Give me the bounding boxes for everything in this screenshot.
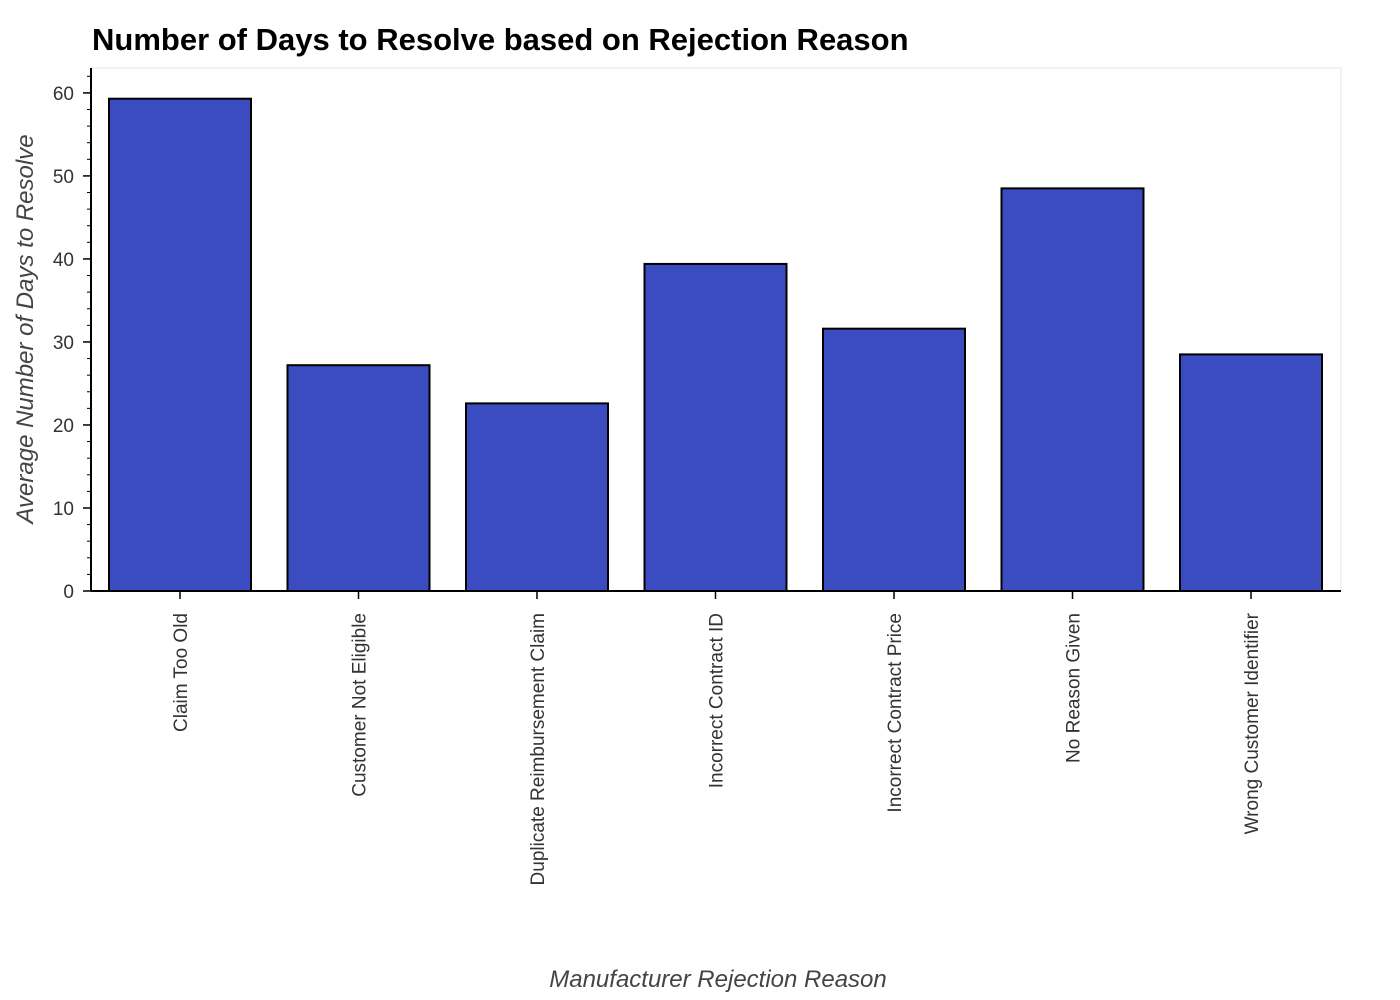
x-tick-label: No Reason Given — [1064, 613, 1085, 763]
y-tick-label: 60 — [53, 84, 74, 105]
chart-title: Number of Days to Resolve based on Rejec… — [92, 22, 909, 57]
x-tick-label: Incorrect Contract ID — [707, 613, 728, 788]
y-tick-label: 50 — [53, 167, 74, 188]
y-axis: 0 10 20 30 40 50 60 — [53, 68, 92, 603]
x-axis: Claim Too Old Customer Not Eligible Duplic… — [91, 590, 1341, 885]
y-tick-label: 40 — [53, 250, 74, 271]
x-tick-label: Incorrect Contract Price — [885, 613, 906, 813]
y-tick-label: 0 — [63, 582, 74, 603]
y-axis-label: Average Number of Days to Resolve — [12, 134, 39, 525]
bar-5 — [1000, 187, 1145, 592]
bar-4 — [822, 327, 966, 592]
bar-6 — [1179, 353, 1323, 592]
y-tick-label: 20 — [53, 416, 74, 437]
bar-3 — [643, 262, 788, 592]
y-tick-label: 10 — [53, 499, 74, 520]
bar-2 — [465, 402, 609, 592]
x-tick-label: Claim Too Old — [171, 613, 192, 732]
bar-1 — [286, 364, 431, 593]
x-axis-label: Manufacturer Rejection Reason — [549, 966, 887, 993]
bar-0 — [108, 97, 252, 592]
bars-layer — [108, 97, 1323, 593]
x-tick-label: Wrong Customer Identifier — [1242, 612, 1263, 834]
y-tick-label: 30 — [53, 333, 74, 354]
x-tick-label: Duplicate Reimbursement Claim — [528, 613, 549, 885]
x-tick-label: Customer Not Eligible — [350, 613, 371, 797]
